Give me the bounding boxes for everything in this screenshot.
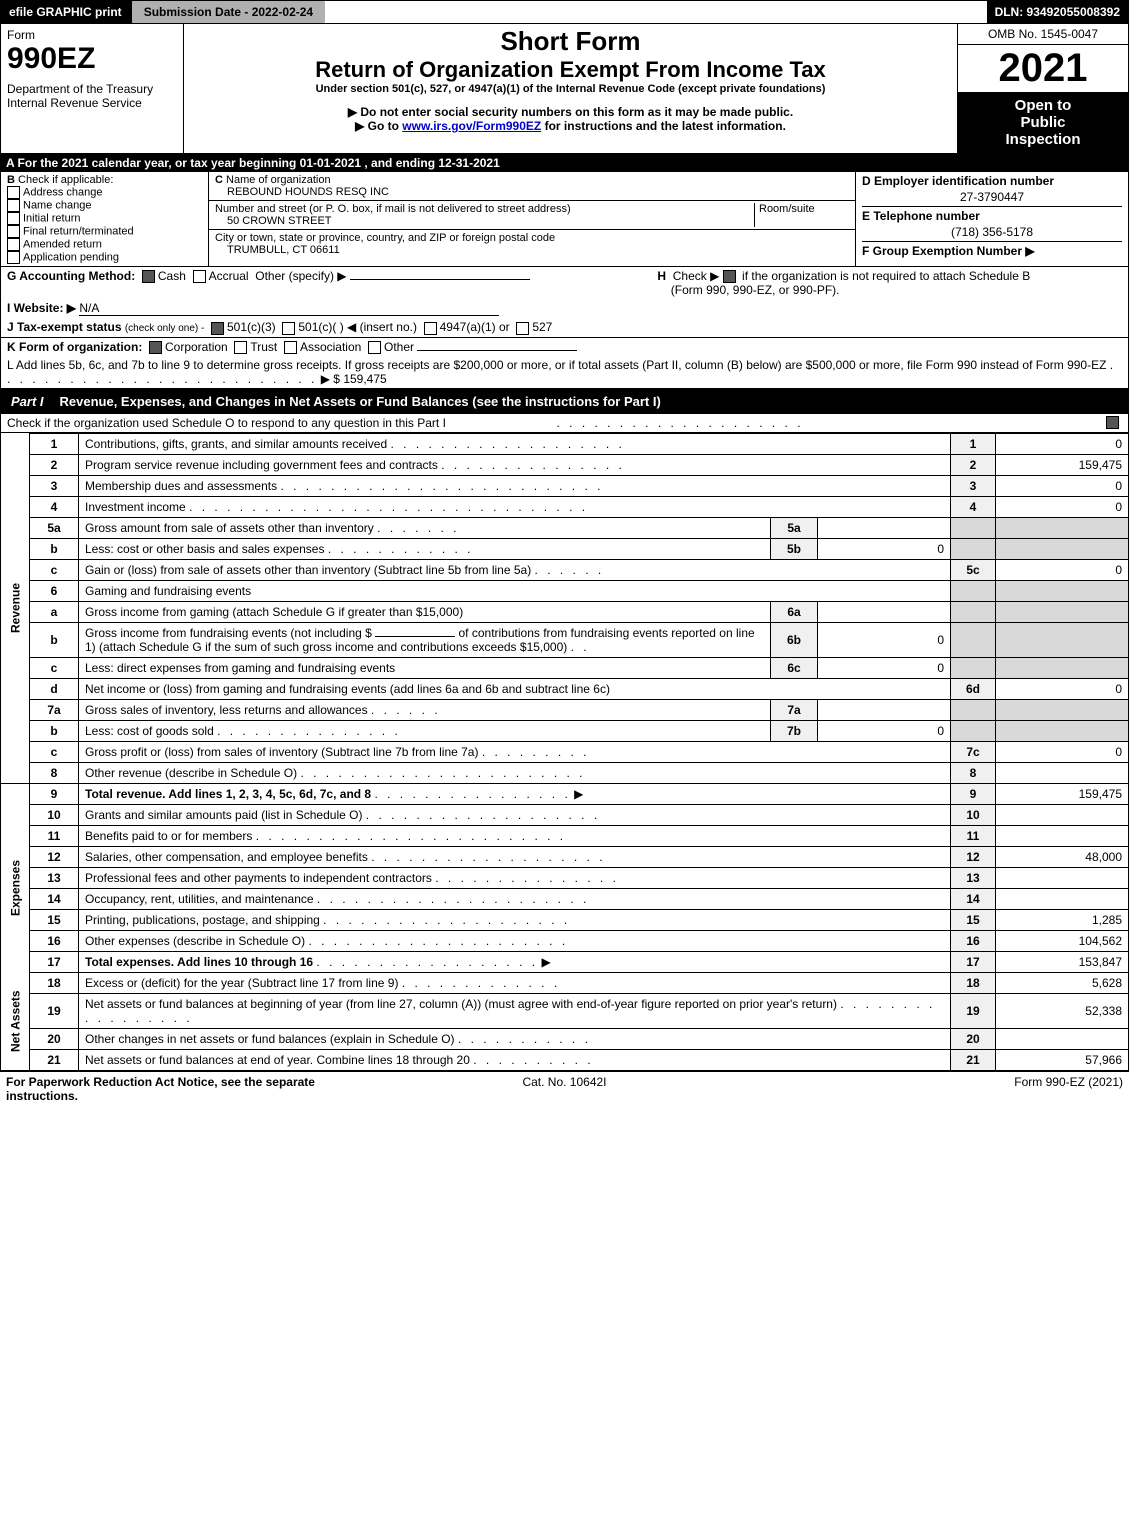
checkbox-initial-return[interactable]	[7, 212, 20, 225]
line-16-value: 104,562	[996, 930, 1129, 951]
line-11-value	[996, 825, 1129, 846]
part-1-tab: Part I	[1, 390, 54, 413]
column-d: D Employer identification number 27-3790…	[856, 172, 1128, 266]
phone-value: (718) 356-5178	[862, 223, 1122, 241]
open-public-box: Open to Public Inspection	[958, 92, 1128, 153]
org-name: REBOUND HOUNDS RESQ INC	[215, 186, 389, 198]
line-5c-value: 0	[996, 559, 1129, 580]
checkbox-accrual[interactable]	[193, 270, 206, 283]
checkbox-527[interactable]	[516, 322, 529, 335]
ein-value: 27-3790447	[862, 188, 1122, 206]
dln-label: DLN: 93492055008392	[987, 1, 1128, 23]
line-i: I Website: ▶ N/A	[0, 299, 1129, 318]
checkbox-trust[interactable]	[234, 341, 247, 354]
form-label: Form	[7, 28, 177, 42]
line-9-value: 159,475	[996, 783, 1129, 804]
checkbox-name-change[interactable]	[7, 199, 20, 212]
line-k: K Form of organization: Corporation Trus…	[0, 338, 1129, 356]
revenue-vertical-label: Revenue	[1, 433, 30, 783]
line-3-value: 0	[996, 475, 1129, 496]
under-section-text: Under section 501(c), 527, or 4947(a)(1)…	[186, 83, 955, 95]
checkbox-other-org[interactable]	[368, 341, 381, 354]
form-header: Form 990EZ Department of the Treasury In…	[0, 24, 1129, 154]
expenses-vertical-label: Expenses	[1, 804, 30, 972]
column-c: C Name of organization REBOUND HOUNDS RE…	[209, 172, 856, 266]
checkbox-501c[interactable]	[282, 322, 295, 335]
line-l: L Add lines 5b, 6c, and 7b to line 9 to …	[0, 356, 1129, 389]
checkbox-501c3[interactable]	[211, 322, 224, 335]
org-address: 50 CROWN STREET	[215, 215, 332, 227]
department-label: Department of the Treasury Internal Reve…	[7, 82, 177, 110]
line-2-value: 159,475	[996, 454, 1129, 475]
line-1-value: 0	[996, 433, 1129, 454]
checkbox-association[interactable]	[284, 341, 297, 354]
part-1-table: Revenue 1 Contributions, gifts, grants, …	[0, 433, 1129, 1071]
line-14-value	[996, 888, 1129, 909]
line-4-value: 0	[996, 496, 1129, 517]
line-5a-value	[818, 517, 951, 538]
page-footer: For Paperwork Reduction Act Notice, see …	[0, 1071, 1129, 1106]
part-1-header: Part I Revenue, Expenses, and Changes in…	[0, 389, 1129, 414]
bcd-row: B Check if applicable: Address change Na…	[0, 172, 1129, 267]
footer-right: Form 990-EZ (2021)	[751, 1075, 1123, 1103]
line-17-value: 153,847	[996, 951, 1129, 972]
no-ssn-text: ▶ Do not enter social security numbers o…	[186, 105, 955, 119]
org-city: TRUMBULL, CT 06611	[215, 244, 340, 256]
checkbox-address-change[interactable]	[7, 186, 20, 199]
line-7b-value: 0	[818, 720, 951, 741]
netassets-vertical-label: Net Assets	[1, 972, 30, 1070]
irs-link[interactable]: www.irs.gov/Form990EZ	[402, 119, 541, 133]
part-1-title: Revenue, Expenses, and Changes in Net As…	[54, 390, 1128, 413]
line-20-value	[996, 1028, 1129, 1049]
line-18-value: 5,628	[996, 972, 1129, 993]
line-19-value: 52,338	[996, 993, 1129, 1028]
checkbox-cash[interactable]	[142, 270, 155, 283]
line-10-value	[996, 804, 1129, 825]
column-b: B Check if applicable: Address change Na…	[1, 172, 209, 266]
footer-left: For Paperwork Reduction Act Notice, see …	[6, 1075, 378, 1103]
goto-text: ▶ Go to www.irs.gov/Form990EZ for instru…	[186, 119, 955, 133]
room-suite-label: Room/suite	[754, 203, 849, 227]
line-5b-value: 0	[818, 538, 951, 559]
website-value: N/A	[79, 301, 99, 315]
line-15-value: 1,285	[996, 909, 1129, 930]
checkbox-corporation[interactable]	[149, 341, 162, 354]
checkbox-application-pending[interactable]	[7, 251, 20, 264]
efile-label: efile GRAPHIC print	[1, 1, 130, 23]
form-number: 990EZ	[7, 42, 177, 76]
line-7c-value: 0	[996, 741, 1129, 762]
line-6d-value: 0	[996, 678, 1129, 699]
short-form-title: Short Form	[186, 26, 955, 57]
line-7a-value	[818, 699, 951, 720]
ein-label: D Employer identification number	[862, 174, 1054, 188]
checkbox-schedule-o-part1[interactable]	[1106, 416, 1119, 429]
top-bar: efile GRAPHIC print Submission Date - 20…	[0, 0, 1129, 24]
checkbox-final-return[interactable]	[7, 225, 20, 238]
line-12-value: 48,000	[996, 846, 1129, 867]
line-8-value	[996, 762, 1129, 783]
section-a-bar: A For the 2021 calendar year, or tax yea…	[0, 154, 1129, 172]
checkbox-amended-return[interactable]	[7, 238, 20, 251]
group-exemption-label: F Group Exemption Number ▶	[862, 244, 1035, 258]
line-6a-value	[818, 601, 951, 622]
line-j: J Tax-exempt status (check only one) - 5…	[0, 318, 1129, 337]
phone-label: E Telephone number	[862, 209, 980, 223]
line-g-h: G Accounting Method: Cash Accrual Other …	[0, 267, 1129, 299]
line-21-value: 57,966	[996, 1049, 1129, 1070]
return-title: Return of Organization Exempt From Incom…	[186, 57, 955, 83]
submission-date: Submission Date - 2022-02-24	[130, 1, 325, 23]
gross-receipts-value: 159,475	[343, 372, 386, 386]
omb-number: OMB No. 1545-0047	[958, 24, 1128, 45]
checkbox-schedule-b[interactable]	[723, 270, 736, 283]
part-1-sub: Check if the organization used Schedule …	[0, 414, 1129, 433]
checkbox-4947[interactable]	[424, 322, 437, 335]
line-13-value	[996, 867, 1129, 888]
line-6c-value: 0	[818, 657, 951, 678]
tax-year: 2021	[958, 45, 1128, 92]
footer-center: Cat. No. 10642I	[378, 1075, 750, 1103]
line-6b-value: 0	[818, 622, 951, 657]
